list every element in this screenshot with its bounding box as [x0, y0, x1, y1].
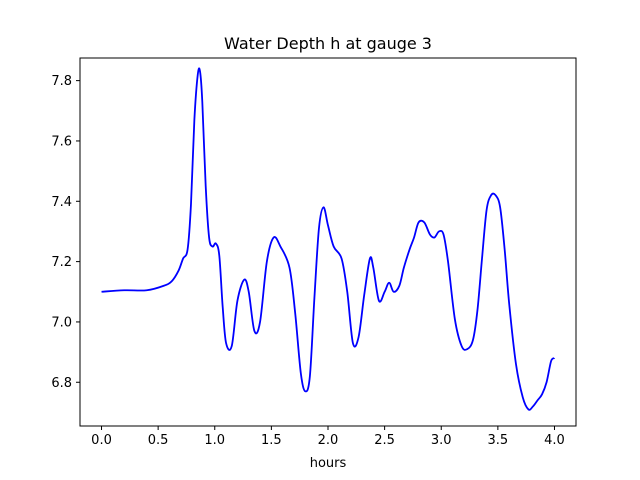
chart-title: Water Depth h at gauge 3 — [224, 34, 432, 53]
x-axis-label: hours — [310, 456, 347, 471]
x-tick-label: 2.0 — [318, 433, 339, 448]
y-tick-label: 7.0 — [51, 315, 72, 330]
x-tick-label: 0.0 — [91, 433, 112, 448]
x-tick-label: 1.5 — [261, 433, 282, 448]
series-line-0 — [101, 67, 556, 411]
y-tick-label: 6.8 — [51, 376, 72, 391]
x-tick-label: 4.0 — [544, 433, 565, 448]
x-tick-label: 2.5 — [374, 433, 395, 448]
x-tick-label: 3.5 — [488, 433, 509, 448]
y-tick-label: 7.6 — [51, 134, 72, 149]
x-axis-ticks: 0.0 0.5 1.0 1.5 2.0 2.5 3.0 3.5 4.0 — [91, 426, 565, 448]
x-tick-label: 1.0 — [204, 433, 225, 448]
y-tick-label: 7.4 — [51, 195, 72, 210]
x-tick-label: 3.0 — [431, 433, 452, 448]
axes-frame — [79, 57, 577, 427]
y-tick-label: 7.8 — [51, 74, 72, 89]
x-tick-label: 0.5 — [148, 433, 169, 448]
y-tick-label: 7.2 — [51, 255, 72, 270]
plot-area — [101, 67, 556, 411]
y-axis-ticks: 6.8 7.0 7.2 7.4 7.6 7.8 — [51, 74, 80, 391]
